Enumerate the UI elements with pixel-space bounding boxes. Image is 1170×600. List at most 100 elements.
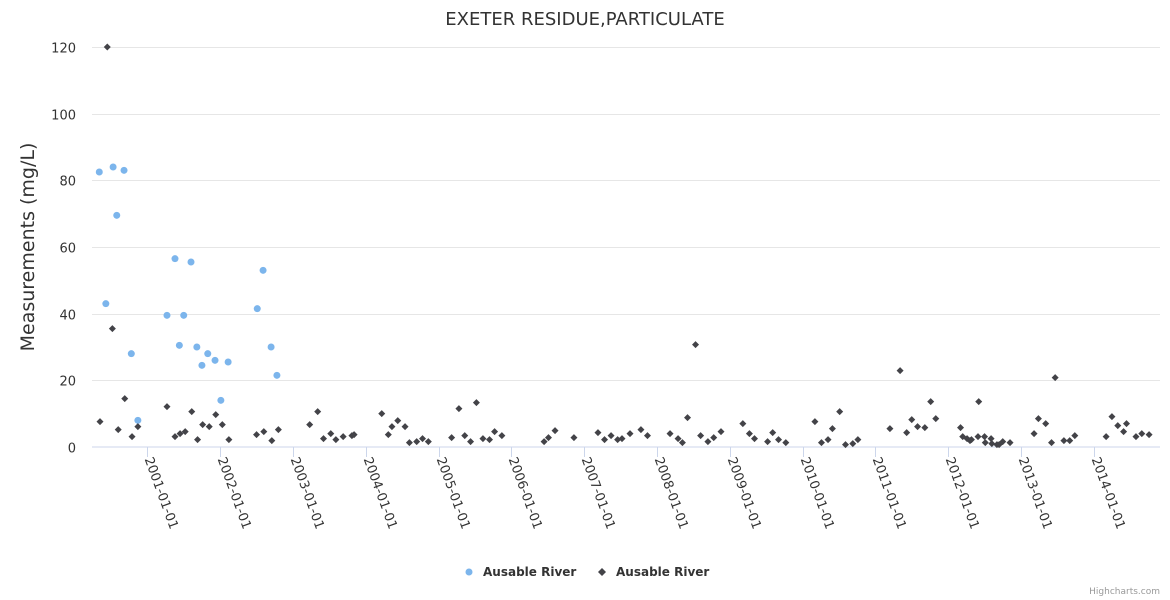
data-point[interactable] bbox=[1102, 433, 1110, 441]
data-point[interactable] bbox=[461, 432, 469, 440]
data-point[interactable] bbox=[967, 436, 975, 444]
data-point[interactable] bbox=[198, 361, 206, 369]
data-point[interactable] bbox=[479, 435, 487, 443]
data-point[interactable] bbox=[1120, 428, 1128, 436]
data-point[interactable] bbox=[607, 432, 615, 440]
data-point[interactable] bbox=[96, 418, 104, 426]
data-point[interactable] bbox=[332, 436, 340, 444]
data-point[interactable] bbox=[666, 430, 674, 438]
data-point[interactable] bbox=[114, 426, 122, 434]
data-point[interactable] bbox=[350, 431, 358, 439]
data-point[interactable] bbox=[314, 408, 322, 416]
data-point[interactable] bbox=[601, 436, 609, 444]
data-point[interactable] bbox=[643, 432, 651, 440]
data-point[interactable] bbox=[914, 423, 922, 431]
data-point[interactable] bbox=[498, 432, 506, 440]
data-point[interactable] bbox=[187, 258, 195, 266]
data-point[interactable] bbox=[854, 436, 862, 444]
data-point[interactable] bbox=[717, 428, 725, 436]
data-point[interactable] bbox=[764, 438, 772, 446]
data-point[interactable] bbox=[180, 311, 188, 319]
legend-item-series-2[interactable]: Ausable River bbox=[598, 565, 709, 579]
data-point[interactable] bbox=[1042, 420, 1050, 428]
data-point[interactable] bbox=[128, 433, 136, 441]
legend-item-series-1[interactable]: Ausable River bbox=[465, 565, 577, 579]
data-point[interactable] bbox=[472, 399, 480, 407]
data-point[interactable] bbox=[217, 396, 225, 404]
data-point[interactable] bbox=[320, 435, 328, 443]
data-point[interactable] bbox=[836, 408, 844, 416]
data-point[interactable] bbox=[1145, 431, 1153, 439]
data-point[interactable] bbox=[95, 168, 103, 176]
data-point[interactable] bbox=[224, 358, 232, 366]
data-point[interactable] bbox=[188, 408, 196, 416]
data-point[interactable] bbox=[932, 415, 940, 423]
data-point[interactable] bbox=[750, 435, 758, 443]
data-point[interactable] bbox=[540, 438, 548, 446]
data-point[interactable] bbox=[127, 350, 135, 358]
data-point[interactable] bbox=[551, 427, 559, 435]
data-point[interactable] bbox=[710, 434, 718, 442]
data-point[interactable] bbox=[684, 414, 692, 422]
data-point[interactable] bbox=[394, 417, 402, 425]
data-point[interactable] bbox=[1138, 430, 1146, 438]
data-point[interactable] bbox=[988, 440, 996, 448]
data-point[interactable] bbox=[811, 418, 819, 426]
data-point[interactable] bbox=[824, 436, 832, 444]
data-point[interactable] bbox=[225, 436, 233, 444]
data-point[interactable] bbox=[975, 398, 983, 406]
data-point[interactable] bbox=[1132, 433, 1140, 441]
data-point[interactable] bbox=[594, 429, 602, 437]
data-point[interactable] bbox=[171, 255, 179, 263]
data-point[interactable] bbox=[1051, 374, 1059, 382]
data-point[interactable] bbox=[259, 266, 267, 274]
data-point[interactable] bbox=[448, 434, 456, 442]
data-point[interactable] bbox=[274, 426, 282, 434]
data-point[interactable] bbox=[1048, 439, 1056, 447]
data-point[interactable] bbox=[775, 436, 783, 444]
data-point[interactable] bbox=[267, 343, 275, 351]
data-point[interactable] bbox=[886, 425, 894, 433]
data-point[interactable] bbox=[212, 411, 220, 419]
data-point[interactable] bbox=[1034, 415, 1042, 423]
data-point[interactable] bbox=[769, 429, 777, 437]
data-point[interactable] bbox=[896, 367, 904, 375]
data-point[interactable] bbox=[817, 439, 825, 447]
data-point[interactable] bbox=[327, 430, 335, 438]
data-point[interactable] bbox=[218, 421, 226, 429]
data-point[interactable] bbox=[678, 439, 686, 447]
data-point[interactable] bbox=[120, 166, 128, 174]
data-point[interactable] bbox=[109, 163, 117, 171]
data-point[interactable] bbox=[637, 426, 645, 434]
data-point[interactable] bbox=[1030, 430, 1038, 438]
data-point[interactable] bbox=[491, 428, 499, 436]
data-point[interactable] bbox=[253, 305, 261, 313]
data-point[interactable] bbox=[113, 211, 121, 219]
data-point[interactable] bbox=[384, 431, 392, 439]
data-point[interactable] bbox=[253, 431, 261, 439]
data-point[interactable] bbox=[455, 405, 463, 413]
data-point[interactable] bbox=[1006, 439, 1014, 447]
credits-link[interactable]: Highcharts.com bbox=[1089, 587, 1160, 597]
data-point[interactable] bbox=[739, 420, 747, 428]
data-point[interactable] bbox=[260, 428, 268, 436]
data-point[interactable] bbox=[181, 428, 189, 436]
data-point[interactable] bbox=[339, 433, 347, 441]
data-point[interactable] bbox=[171, 433, 179, 441]
data-point[interactable] bbox=[306, 421, 314, 429]
data-point[interactable] bbox=[1108, 413, 1116, 421]
data-point[interactable] bbox=[921, 424, 929, 432]
data-point[interactable] bbox=[467, 438, 475, 446]
data-point[interactable] bbox=[424, 438, 432, 446]
data-point[interactable] bbox=[697, 432, 705, 440]
data-point[interactable] bbox=[618, 435, 626, 443]
data-point[interactable] bbox=[405, 439, 413, 447]
data-point[interactable] bbox=[193, 343, 201, 351]
data-point[interactable] bbox=[1060, 437, 1068, 445]
data-point[interactable] bbox=[419, 435, 427, 443]
data-point[interactable] bbox=[413, 438, 421, 446]
data-point[interactable] bbox=[692, 341, 700, 349]
data-point[interactable] bbox=[199, 421, 207, 429]
data-point[interactable] bbox=[163, 311, 171, 319]
data-point[interactable] bbox=[903, 429, 911, 437]
